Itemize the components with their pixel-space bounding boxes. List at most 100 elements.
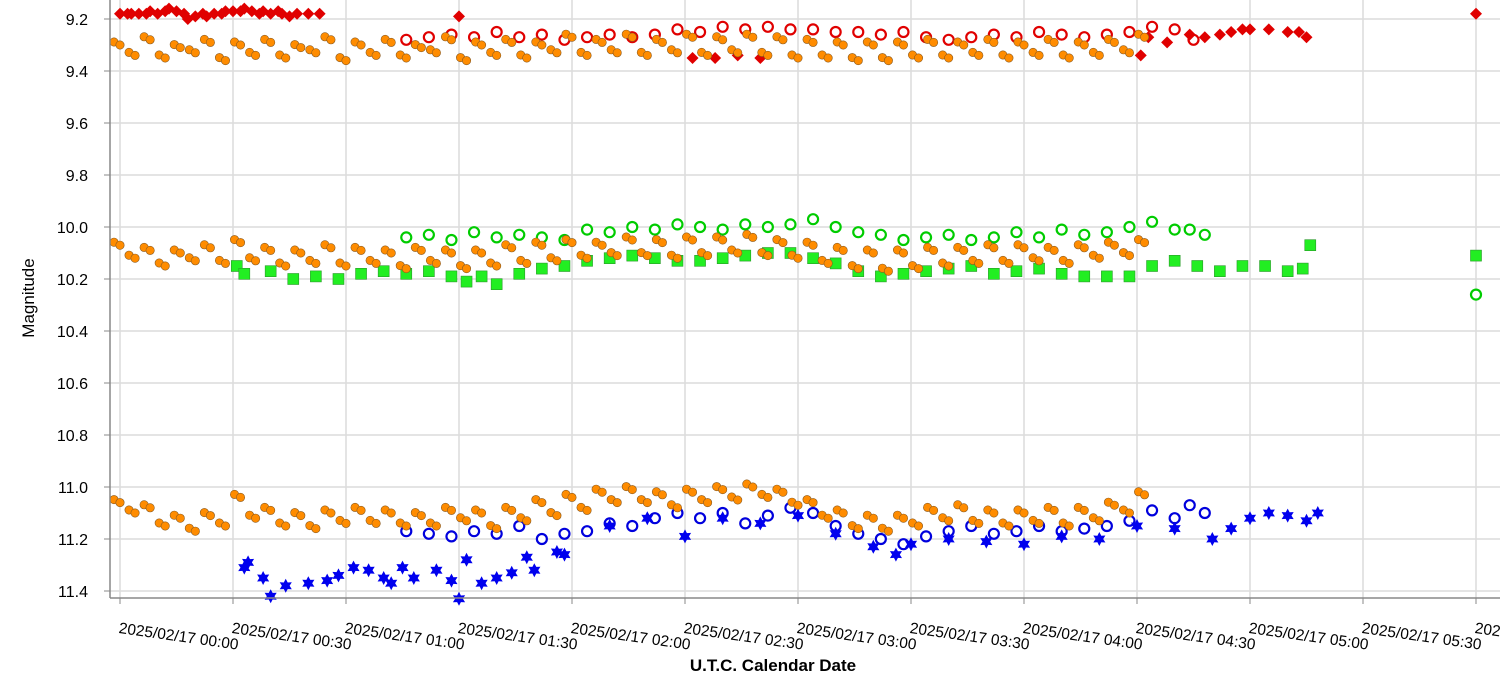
data-point xyxy=(251,50,261,60)
data-point xyxy=(806,506,820,520)
data-point xyxy=(302,576,315,591)
data-point xyxy=(347,560,360,575)
data-point xyxy=(853,524,863,534)
data-point xyxy=(823,53,833,63)
data-point xyxy=(748,232,758,242)
y-tick-label: 9.2 xyxy=(66,12,88,29)
data-point xyxy=(362,563,375,578)
data-point xyxy=(400,231,413,244)
data-point xyxy=(1109,240,1119,250)
data-point xyxy=(763,492,773,502)
data-point xyxy=(641,511,654,526)
y-tick-label: 11.0 xyxy=(58,480,88,497)
data-point xyxy=(829,25,842,39)
data-point xyxy=(296,511,306,521)
data-point xyxy=(492,261,502,271)
data-point xyxy=(522,53,532,63)
data-point xyxy=(703,498,713,508)
data-point xyxy=(582,50,592,60)
x-axis-title: U.T.C. Calendar Date xyxy=(690,656,856,675)
data-point xyxy=(115,40,125,50)
data-point xyxy=(1225,521,1238,536)
data-point xyxy=(989,243,999,253)
data-point xyxy=(1183,223,1196,236)
data-point xyxy=(597,487,607,497)
y-tick-label: 9.8 xyxy=(66,168,88,185)
data-point xyxy=(648,512,661,525)
data-point xyxy=(1124,508,1134,518)
data-point xyxy=(190,526,200,536)
data-point xyxy=(1262,23,1275,36)
data-point xyxy=(1124,48,1134,58)
data-point xyxy=(642,50,652,60)
data-point xyxy=(1140,238,1150,248)
data-point xyxy=(1145,504,1159,517)
data-point xyxy=(407,571,420,585)
data-point xyxy=(852,226,865,239)
data-point xyxy=(897,538,910,551)
data-point xyxy=(784,23,797,36)
data-point xyxy=(678,529,692,544)
data-point xyxy=(190,48,200,58)
data-point xyxy=(793,253,803,263)
data-point xyxy=(709,52,722,64)
data-point xyxy=(537,40,547,50)
data-point xyxy=(929,37,939,47)
y-tick-label: 9.6 xyxy=(66,116,88,133)
data-point xyxy=(272,5,285,18)
data-point xyxy=(823,258,833,268)
data-point xyxy=(733,48,743,58)
data-point xyxy=(688,32,698,42)
data-point xyxy=(245,5,258,18)
data-point xyxy=(671,218,684,231)
data-point xyxy=(190,256,200,266)
data-point xyxy=(671,23,684,36)
data-point xyxy=(914,521,924,531)
data-point xyxy=(467,226,481,239)
data-point xyxy=(490,571,503,585)
data-point xyxy=(693,512,707,525)
data-point xyxy=(220,258,230,268)
y-axis-title: Magnitude xyxy=(19,258,38,337)
data-point xyxy=(430,563,443,578)
data-point xyxy=(778,238,788,248)
data-point xyxy=(264,589,277,604)
data-point xyxy=(145,245,155,255)
data-point xyxy=(535,532,548,546)
data-point xyxy=(627,32,637,42)
data-point xyxy=(974,50,984,60)
data-point xyxy=(567,238,577,248)
data-point xyxy=(326,508,336,518)
data-point xyxy=(220,521,230,531)
data-point xyxy=(754,516,767,531)
data-point xyxy=(445,270,458,283)
x-tick-label: 2025/02/17 01:30 xyxy=(457,620,579,654)
data-point xyxy=(1064,258,1074,268)
data-point xyxy=(582,505,592,515)
data-point xyxy=(1262,506,1275,520)
data-point xyxy=(266,37,276,47)
data-point xyxy=(1004,521,1014,531)
data-point xyxy=(1236,260,1249,272)
data-point xyxy=(132,7,145,20)
data-point xyxy=(965,31,978,44)
data-point xyxy=(929,505,939,515)
data-point xyxy=(657,490,667,500)
data-point xyxy=(507,37,517,47)
data-point xyxy=(475,270,488,283)
y-tick-label: 10.6 xyxy=(57,376,88,393)
data-point xyxy=(733,495,743,505)
data-point xyxy=(377,265,390,278)
data-point xyxy=(477,40,487,50)
data-point xyxy=(416,245,426,255)
data-point xyxy=(1101,270,1113,283)
data-point xyxy=(806,213,820,226)
data-point xyxy=(400,33,413,46)
data-point xyxy=(867,539,880,554)
data-point xyxy=(505,565,518,580)
data-point xyxy=(1225,26,1238,38)
data-point xyxy=(220,56,230,66)
data-point xyxy=(1130,519,1144,533)
data-point xyxy=(898,248,908,258)
